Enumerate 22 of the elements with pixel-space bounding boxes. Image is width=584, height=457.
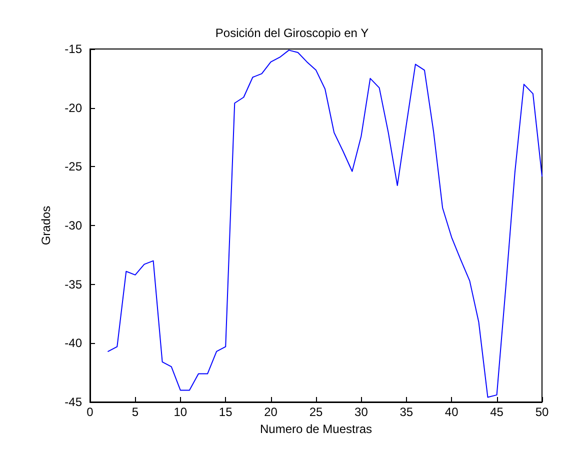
- chart-title: Posición del Giroscopio en Y: [215, 26, 369, 40]
- line-series: [108, 50, 542, 398]
- y-tick-label: -40: [64, 336, 82, 350]
- y-tick-label: -25: [64, 160, 82, 174]
- x-tick-label: 25: [309, 405, 323, 419]
- y-tick-label: -45: [64, 395, 82, 409]
- x-tick-label: 50: [535, 405, 549, 419]
- y-axis-title: Grados: [39, 206, 53, 246]
- x-tick-label: 15: [218, 405, 233, 419]
- x-tick-label: 45: [490, 405, 504, 419]
- x-tick-label: 40: [444, 405, 459, 419]
- x-tick-label: 30: [354, 405, 368, 419]
- x-tick-label: 10: [174, 405, 188, 419]
- y-tick-label: -20: [64, 100, 82, 115]
- x-tick-label: 0: [86, 405, 94, 419]
- x-tick-label: 20: [264, 405, 278, 419]
- x-axis-title: Numero de Muestras: [260, 422, 372, 436]
- y-tick-label: -15: [64, 42, 82, 56]
- x-tick-label: 35: [400, 405, 414, 419]
- y-tick-label: -30: [64, 218, 82, 232]
- x-tick-label: 5: [132, 405, 139, 419]
- y-tick-label: -35: [64, 277, 82, 292]
